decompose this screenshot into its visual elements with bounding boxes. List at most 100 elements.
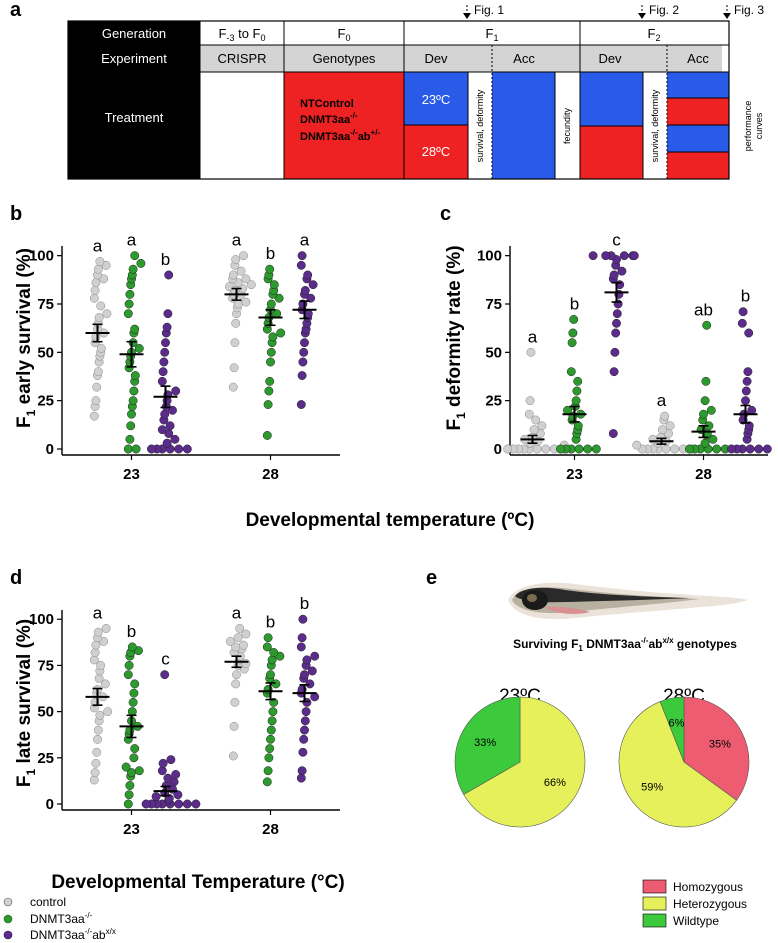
data-point <box>299 347 309 357</box>
gen-f1: F1 <box>486 26 499 43</box>
data-point <box>96 660 106 670</box>
data-point <box>130 324 140 334</box>
data-point <box>617 266 627 276</box>
data-point <box>301 707 311 717</box>
data-point <box>89 411 99 421</box>
legend-dot-dnmt3aa <box>3 914 13 924</box>
legend-dnmt3aa: DNMT3aa-/- <box>30 911 93 926</box>
row-generation: Generation <box>102 26 166 41</box>
data-point <box>297 766 307 776</box>
data-point <box>136 258 146 268</box>
data-point <box>232 670 241 680</box>
data-point <box>267 655 277 665</box>
data-point <box>300 338 309 348</box>
panel-d-xlabel: Developmental Temperature (°C) <box>51 872 344 893</box>
significance-letter: b <box>266 613 275 632</box>
data-point <box>134 344 144 353</box>
significance-letter: b <box>161 250 170 269</box>
panel-d-label: d <box>10 567 22 589</box>
data-point <box>124 790 134 800</box>
data-point <box>297 251 307 261</box>
data-point <box>573 376 583 386</box>
data-point <box>125 781 135 790</box>
fig-marker-1-text: Fig. 1 <box>474 3 504 17</box>
data-point <box>266 357 275 367</box>
legend-dot-dnmt3aa-ab <box>3 930 13 940</box>
data-point <box>268 332 278 342</box>
genotype-dnmt3aa: DNMT3aa-/- <box>300 111 358 126</box>
data-point <box>92 382 102 392</box>
data-point <box>742 376 752 386</box>
data-point <box>171 386 181 396</box>
data-point <box>263 766 273 776</box>
data-point <box>310 651 320 661</box>
data-point <box>743 367 753 377</box>
vlabel-f2-performance: performancecurves <box>743 101 764 152</box>
data-point <box>235 624 245 633</box>
data-point <box>531 415 541 425</box>
data-point <box>503 444 513 454</box>
y-tick-label: 25 <box>37 750 54 767</box>
data-point <box>164 270 174 280</box>
data-point <box>191 799 201 809</box>
legend-homozygous: Homozygous <box>673 880 743 894</box>
exp-acc-f1: Acc <box>513 51 535 66</box>
data-point <box>264 386 274 396</box>
gen-f0: F0 <box>338 26 351 43</box>
data-point <box>265 264 275 274</box>
f1-acc-block <box>492 72 555 179</box>
data-point <box>302 655 312 665</box>
data-point <box>147 444 156 454</box>
data-point <box>157 376 167 386</box>
data-point <box>591 444 601 454</box>
data-point <box>299 734 309 744</box>
data-point <box>173 790 183 800</box>
significance-letter: c <box>612 231 621 250</box>
pie-slice-label: 35% <box>709 739 731 751</box>
data-point <box>163 309 173 319</box>
y-tick-label: 75 <box>37 657 54 674</box>
data-point <box>131 444 141 454</box>
data-point <box>308 280 318 290</box>
data-point <box>158 367 168 377</box>
data-point <box>95 257 105 266</box>
data-point <box>269 280 279 290</box>
x-tick-label: 28 <box>695 466 712 483</box>
fig-marker-1: Fig. 1 <box>463 3 504 19</box>
data-point <box>266 347 276 357</box>
data-point <box>121 762 131 772</box>
data-point <box>100 679 110 689</box>
data-point <box>128 697 138 707</box>
panel-a-label: a <box>10 0 22 21</box>
fig-marker-2-text: Fig. 2 <box>649 3 679 17</box>
exp-dev-f1: Dev <box>424 51 448 66</box>
data-point <box>159 357 169 367</box>
data-point <box>296 642 306 652</box>
data-point <box>648 434 658 444</box>
data-point <box>574 444 584 454</box>
data-point <box>297 371 307 380</box>
data-point <box>632 440 642 450</box>
data-point <box>608 429 618 438</box>
exp-acc-f2: Acc <box>687 51 709 66</box>
data-point <box>266 725 276 735</box>
data-point <box>126 421 136 431</box>
pie-legend: Homozygous Heterozygous Wildtype <box>642 879 747 928</box>
data-point <box>300 286 310 295</box>
data-point <box>89 775 99 785</box>
legend-swatch-homozygous <box>642 879 667 894</box>
data-point <box>91 278 101 288</box>
panel-e-label: e <box>426 567 437 589</box>
significance-letter: a <box>300 231 310 250</box>
y-tick-label: 75 <box>485 296 502 313</box>
data-point <box>612 309 622 319</box>
data-point <box>296 400 306 409</box>
data-point <box>124 660 134 670</box>
panel-b-label: b <box>10 203 22 225</box>
data-point <box>129 688 139 698</box>
data-point <box>741 396 750 406</box>
panel-b-ylabel: F1 early survival (%) <box>14 248 38 428</box>
data-point <box>613 299 623 309</box>
pie-slice-homozygous <box>683 696 750 801</box>
